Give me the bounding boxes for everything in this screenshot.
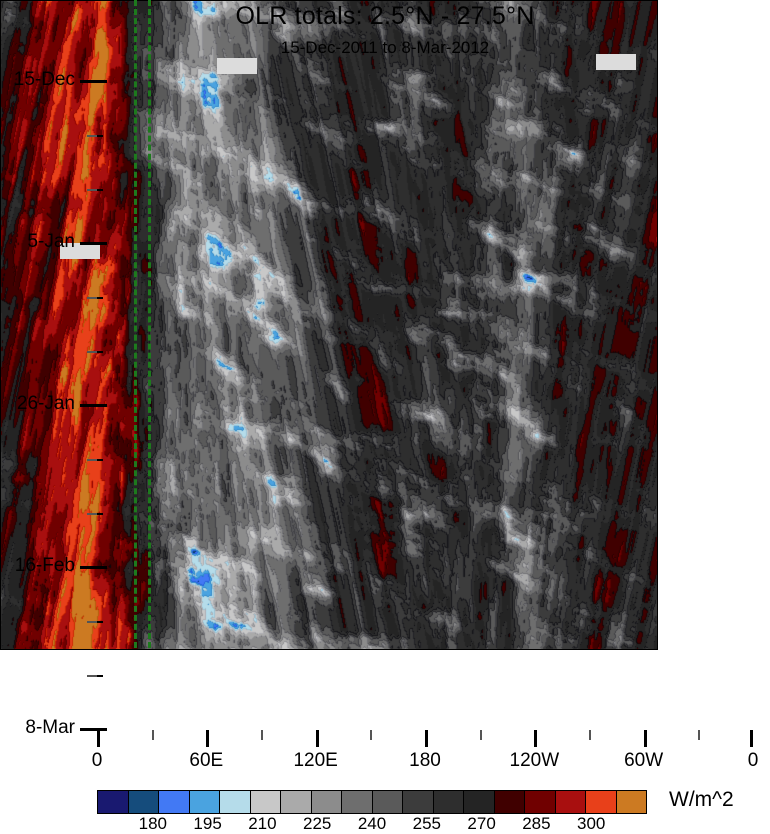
x-tick-major [643, 730, 647, 747]
y-tick-minor-inner [97, 675, 103, 677]
x-tick-minor [589, 730, 591, 740]
y-tick-minor-inner [97, 513, 103, 515]
y-axis-label: 26-Jan [16, 393, 75, 414]
olr-field-canvas [1, 1, 657, 649]
colorbar-cell[interactable] [464, 791, 495, 813]
y-tick-major [80, 242, 97, 245]
x-tick-minor [261, 730, 263, 740]
y-tick-minor [87, 675, 97, 677]
colorbar-units-label: W/m^2 [669, 788, 734, 811]
y-tick-major-inner [97, 404, 107, 407]
colorbar-tick-label: 240 [357, 814, 387, 833]
colorbar-cell[interactable] [555, 791, 586, 813]
y-tick-minor [87, 351, 97, 353]
x-axis-label: 120E [293, 750, 338, 771]
y-tick-minor-inner [97, 621, 103, 623]
y-tick-minor-inner [97, 459, 103, 461]
y-tick-major [80, 80, 97, 83]
x-tick-major [425, 730, 428, 747]
y-tick-minor [87, 135, 97, 137]
x-tick-minor [151, 730, 154, 740]
colorbar-cell[interactable] [586, 791, 617, 813]
colorbar-cell[interactable] [372, 791, 403, 813]
colorbar-cell[interactable] [128, 791, 159, 813]
colorbar-cell[interactable] [281, 791, 312, 813]
y-tick-minor-inner [97, 189, 103, 191]
x-axis-label: 120W [509, 750, 560, 771]
colorbar-swatches[interactable] [97, 790, 647, 814]
x-axis-label: 60E [189, 750, 224, 771]
colorbar-cell[interactable] [220, 791, 251, 813]
y-tick-major [80, 404, 97, 407]
y-tick-minor [87, 621, 97, 623]
y-axis-label: 15-Dec [13, 69, 75, 90]
y-axis-label: 8-Mar [25, 717, 75, 738]
colorbar-cell[interactable] [159, 791, 190, 813]
y-tick-major-inner [97, 728, 107, 731]
colorbar-cell[interactable] [433, 791, 464, 813]
x-tick-major [534, 730, 538, 747]
colorbar-cell[interactable] [525, 791, 556, 813]
colorbar-cell[interactable] [616, 791, 646, 813]
y-axis-label: 5-Jan [27, 231, 75, 252]
colorbar-tick-label: 210 [248, 814, 277, 833]
y-tick-minor-inner [97, 135, 103, 137]
hovmoller-plot-area[interactable] [0, 0, 658, 650]
colorbar-tick-label: 285 [522, 814, 551, 833]
y-tick-major [80, 566, 97, 569]
x-tick-minor [479, 730, 482, 740]
page-title: OLR totals: 2.5°N - 27.5°N [235, 2, 535, 30]
colorbar-tick-label: 300 [577, 814, 606, 833]
x-tick-major [206, 730, 210, 747]
colorbar-cell[interactable] [250, 791, 281, 813]
colorbar-tick-label: 270 [467, 814, 496, 833]
chart-subtitle: 15-Dec-2011 to 8-Mar-2012 [280, 38, 490, 57]
y-tick-major [80, 728, 97, 731]
x-axis-label: 60W [624, 750, 664, 771]
colorbar-tick-label: 195 [193, 814, 222, 833]
x-axis-label: 180 [409, 750, 441, 771]
y-tick-minor-inner [97, 351, 103, 353]
x-tick-minor [698, 730, 701, 740]
x-axis-label: 0 [747, 750, 759, 771]
y-tick-major-inner [97, 242, 107, 245]
colorbar-cell[interactable] [189, 791, 220, 813]
colorbar-cell[interactable] [311, 791, 342, 813]
y-tick-minor-inner [97, 297, 103, 299]
x-axis: 0 60E 120E 180 120W 60W 0 [92, 730, 758, 780]
colorbar-tick-label: 180 [138, 814, 167, 833]
x-tick-major [315, 730, 319, 747]
y-axis-label: 16-Feb [14, 555, 75, 576]
x-tick-major [750, 730, 753, 747]
x-tick-major [97, 730, 100, 747]
x-axis-label: 0 [91, 750, 103, 771]
y-tick-major-inner [97, 566, 107, 569]
colorbar-tick-label: 225 [303, 814, 332, 833]
y-tick-minor [87, 297, 97, 299]
y-tick-major-inner [97, 80, 107, 83]
y-tick-minor [87, 459, 97, 461]
colorbar-cell[interactable] [98, 791, 129, 813]
colorbar-cell[interactable] [494, 791, 525, 813]
colorbar-cell[interactable] [342, 791, 373, 813]
y-tick-minor [87, 513, 97, 515]
colorbar-tick-label: 255 [412, 814, 441, 833]
y-tick-minor [87, 189, 97, 191]
colorbar-legend[interactable]: W/m^2 180 195 210 225 240 255 270 285 300 [97, 788, 734, 833]
x-tick-minor [370, 730, 373, 740]
colorbar-cell[interactable] [403, 791, 434, 813]
